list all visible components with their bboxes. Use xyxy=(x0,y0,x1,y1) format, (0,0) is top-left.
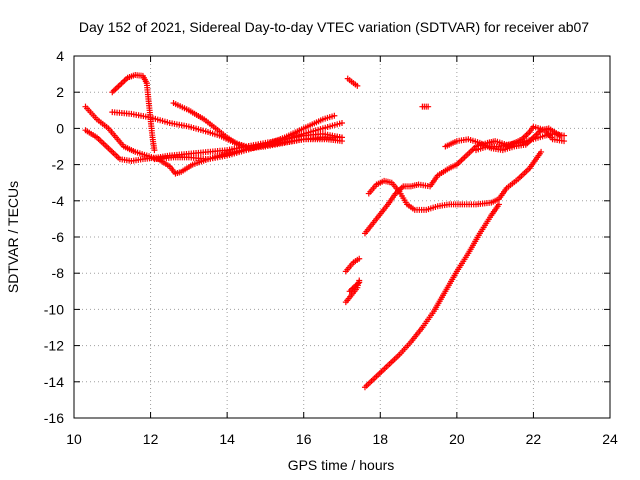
data-point xyxy=(354,82,361,89)
data-point xyxy=(339,138,345,145)
grid xyxy=(74,56,610,418)
x-tick-label: 20 xyxy=(449,431,465,447)
data-point xyxy=(495,201,502,208)
y-tick-label: -6 xyxy=(52,229,65,245)
y-axis-label: SDTVAR / TECUs xyxy=(5,181,21,293)
y-tick-label: -10 xyxy=(44,301,64,317)
x-axis-label: GPS time / hours xyxy=(288,457,395,473)
y-tick-label: 0 xyxy=(56,120,64,136)
plot-markers xyxy=(82,72,568,391)
data-point xyxy=(339,119,345,126)
x-tick-label: 24 xyxy=(602,431,618,447)
x-tick-label: 14 xyxy=(219,431,235,447)
x-tick-label: 10 xyxy=(66,431,82,447)
y-tick-label: 2 xyxy=(56,84,64,100)
data-point xyxy=(356,279,363,286)
y-tick-label: -8 xyxy=(52,265,65,281)
y-tick-label: -4 xyxy=(52,193,65,209)
data-point xyxy=(354,280,361,287)
data-point xyxy=(557,132,564,139)
x-tick-label: 16 xyxy=(296,431,312,447)
y-tick-label: -12 xyxy=(44,338,64,354)
data-point xyxy=(561,138,568,145)
x-tick-label: 12 xyxy=(143,431,159,447)
data-point xyxy=(356,255,363,262)
x-tick-label: 18 xyxy=(372,431,388,447)
plot-frame xyxy=(73,55,611,419)
y-ticks: -16 -14 -12 -10 -8 -6 -4 -2 0 2 4 xyxy=(44,48,610,426)
y-tick-label: -16 xyxy=(44,410,64,426)
data-point xyxy=(425,103,432,110)
data-point xyxy=(538,148,545,155)
x-tick-label: 22 xyxy=(526,431,542,447)
y-tick-label: -14 xyxy=(44,374,64,390)
y-tick-label: -2 xyxy=(52,157,65,173)
y-tick-label: 4 xyxy=(56,48,64,64)
data-point xyxy=(331,112,338,119)
x-ticks: 10 12 14 16 18 20 22 24 xyxy=(66,56,618,447)
chart-title: Day 152 of 2021, Sidereal Day-to-day VTE… xyxy=(79,19,589,35)
data-point xyxy=(151,147,158,154)
